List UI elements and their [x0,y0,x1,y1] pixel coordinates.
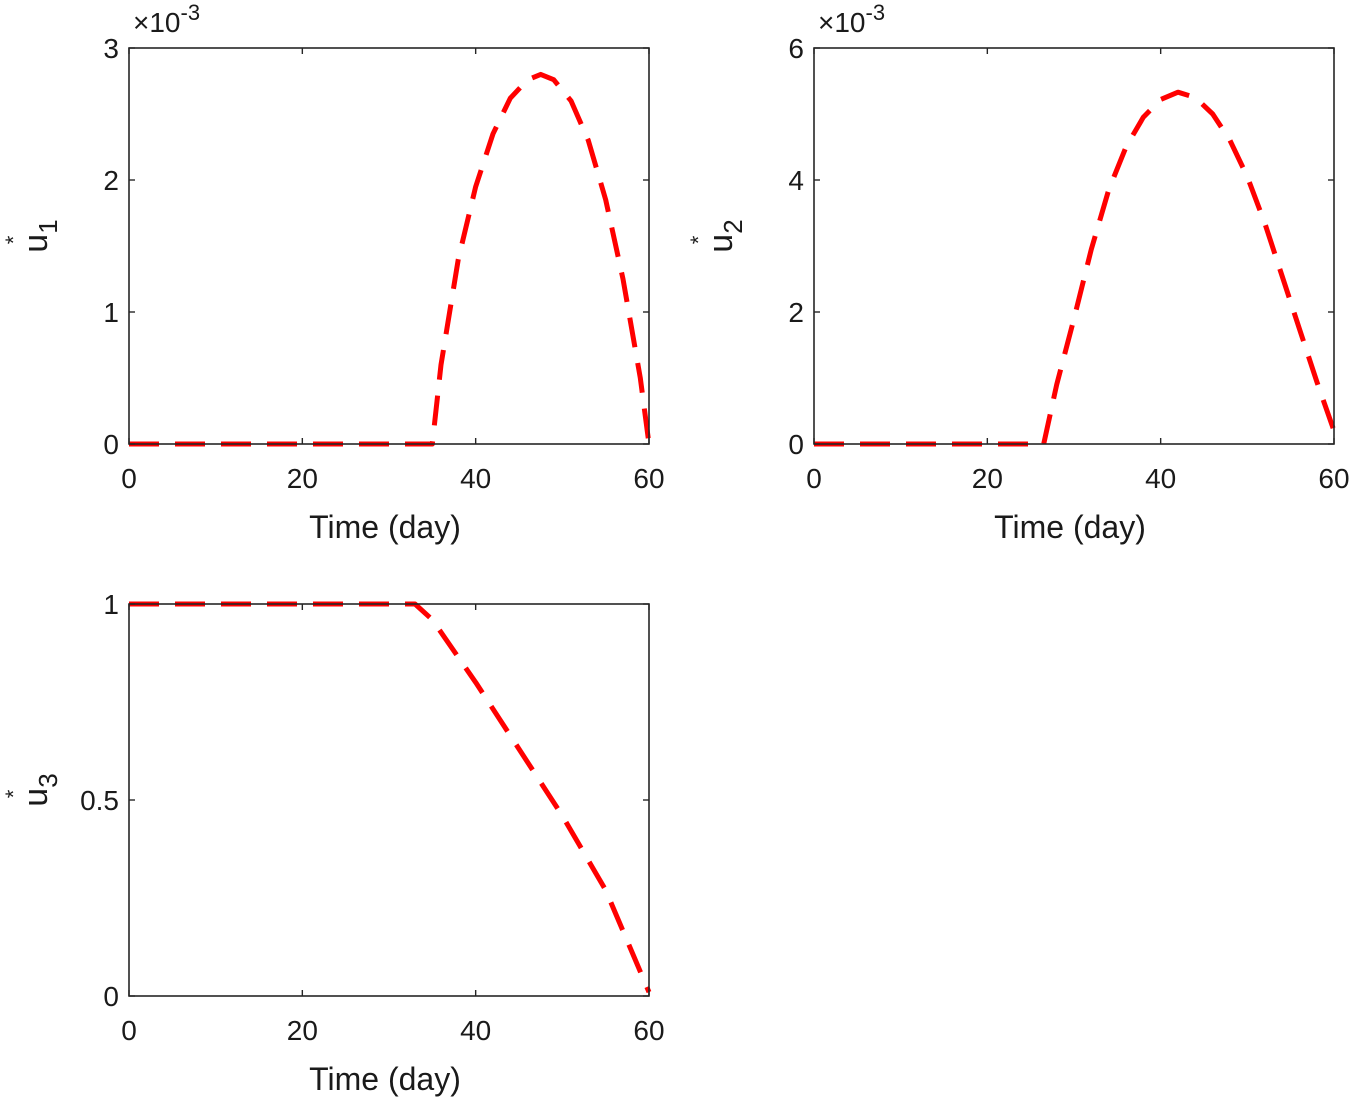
y-label-subscript: 1 [33,219,63,233]
exponent-prefix: ×10 [133,7,181,38]
x-tick-label: 60 [633,463,664,494]
exponent-power: -3 [866,0,886,25]
y-tick-label: 2 [788,297,804,328]
svg-text:u1: u1 [17,219,63,252]
y-label-superscript: * [1,235,26,244]
y-axis-label: u2* [686,219,748,252]
x-tick-label: 0 [806,463,822,494]
axes-frame [128,603,650,997]
y-tick-label: 0 [103,981,119,1012]
y-tick-label: 6 [788,33,804,64]
x-tick-label: 0 [121,463,137,494]
x-axis-label: Time (day) [309,1061,461,1097]
x-tick-label: 40 [460,463,491,494]
series-line-1 [129,71,652,447]
exponent-prefix: ×10 [818,7,866,38]
x-tick-label: 0 [121,1015,137,1046]
y-label-superscript: * [686,235,711,244]
y-tick-label: 2 [103,165,119,196]
x-axis-label: Time (day) [309,509,461,545]
y-tick-label: 0 [103,429,119,460]
y-tick-label: 1 [103,589,119,620]
axis-exponent: ×10-3 [818,0,885,38]
y-tick-label: 0.5 [80,785,119,816]
x-axis-label: Time (day) [994,509,1146,545]
y-label-base: u [17,234,55,253]
x-tick-label: 60 [1318,463,1349,494]
y-label-base: u [702,234,740,253]
x-tick-label: 20 [287,1015,318,1046]
x-tick-label: 60 [633,1015,664,1046]
svg-text:u3: u3 [17,773,63,806]
svg-text:u2: u2 [702,219,748,252]
y-label-subscript: 3 [33,773,63,787]
y-tick-label: 0 [788,429,804,460]
y-label-base: u [17,788,55,807]
x-tick-label: 40 [1145,463,1176,494]
series-line-1 [814,89,1337,447]
axes-frame [813,47,1335,445]
series-line-1 [129,601,652,994]
y-axis-label: u3* [1,773,63,806]
y-tick-label: 1 [103,297,119,328]
x-tick-label: 20 [287,463,318,494]
axes-frame [128,47,650,445]
x-tick-label: 20 [972,463,1003,494]
y-tick-label: 3 [103,33,119,64]
exponent-power: -3 [181,0,201,25]
y-axis-label: u1* [1,219,63,252]
y-label-subscript: 2 [718,219,748,233]
x-tick-label: 40 [460,1015,491,1046]
y-tick-label: 4 [788,165,804,196]
axis-exponent: ×10-3 [133,0,200,38]
y-label-superscript: * [1,789,26,798]
